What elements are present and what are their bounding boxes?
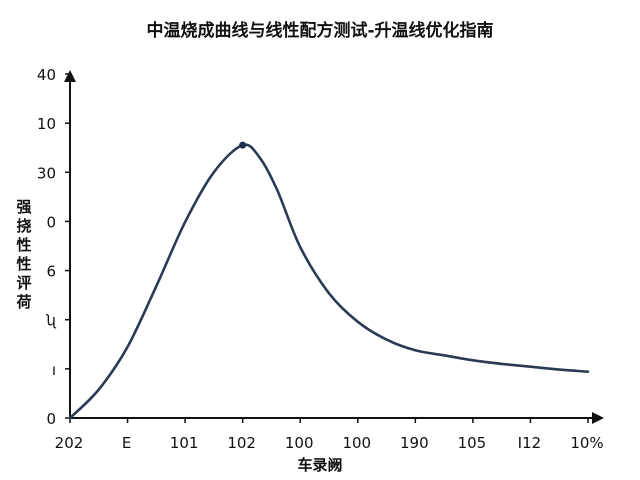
y-tick-label: 10 [37,115,56,133]
y-axis-label-char: 性 [16,236,31,254]
peak-point [239,141,247,149]
x-tick-label: 100 [285,434,314,452]
y-axis-label-char: 强 [16,198,31,216]
x-tick-label: 202 [55,434,84,452]
y-axis-arrow [64,70,76,82]
chart-title: 中温烧成曲线与线性配方测试-升温线优化指南 [146,20,493,41]
axes [64,70,604,424]
x-tick-label: E [122,434,131,452]
x-tick-label: 105 [458,434,487,452]
y-tick-label: 6 [46,263,56,281]
x-tick-label: 102 [227,434,256,452]
y-tick-label: 0 [46,410,56,428]
x-ticks: 202 E 101 102 100 100 190 105 I12 10% [55,418,604,452]
series-line [68,143,590,420]
x-tick-label: 100 [342,434,371,452]
y-tick-label: 40 [37,66,56,84]
y-tick-label: 30 [37,164,56,182]
y-ticks: 0 ı ʯ 6 0 30 10 40 [37,66,70,428]
y-axis-label-char: 性 [16,255,31,273]
y-axis-label-char: 挠 [16,217,31,235]
x-tick-label: 101 [170,434,199,452]
x-axis-arrow [592,412,604,424]
x-tick-label: 190 [400,434,429,452]
y-tick-label: ʯ [46,312,57,330]
y-axis-label-char: 荷 [16,293,31,311]
x-tick-label: I12 [518,434,542,452]
y-axis-label-char: 评 [16,274,31,292]
y-tick-label: ı [52,361,56,379]
y-tick-label: 0 [46,213,56,231]
x-axis-label: 车录阙 [297,456,342,474]
series-group [68,141,590,420]
x-tick-label: 10% [570,434,603,452]
